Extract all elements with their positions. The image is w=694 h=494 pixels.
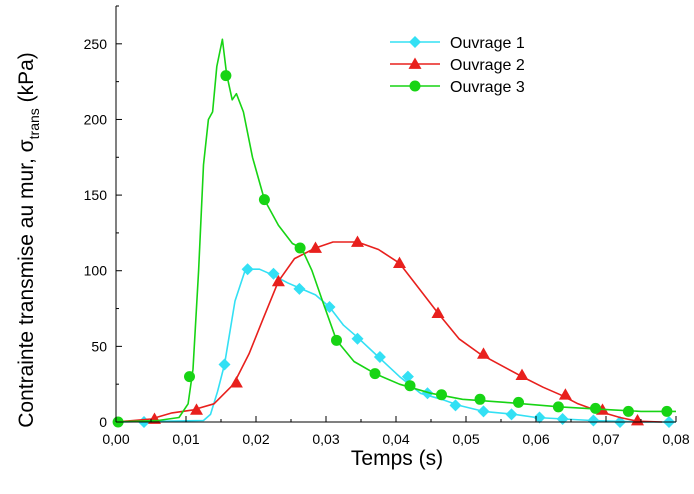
y-tick-label: 50 bbox=[91, 338, 107, 354]
data-point bbox=[505, 408, 518, 421]
data-point bbox=[293, 282, 306, 295]
data-point bbox=[622, 405, 634, 417]
data-point bbox=[331, 334, 342, 346]
data-point bbox=[294, 242, 306, 254]
legend-item: Ouvrage 3 bbox=[390, 79, 525, 96]
data-point bbox=[552, 401, 564, 413]
data-point bbox=[515, 368, 529, 380]
data-point bbox=[449, 399, 462, 412]
x-tick-label: 0,03 bbox=[312, 431, 339, 447]
y-tick-label: 200 bbox=[84, 111, 108, 127]
y-tick-label: 100 bbox=[84, 263, 108, 279]
data-point bbox=[661, 405, 673, 417]
x-tick-label: 0,01 bbox=[172, 431, 199, 447]
data-point bbox=[590, 402, 601, 414]
series-1 bbox=[115, 263, 676, 428]
series-layer bbox=[112, 38, 676, 428]
data-point bbox=[190, 403, 203, 415]
axes-layer: 0,00 0,01 0,02 0,03 0,04 0,05 0,06 0,07 0,08 0 50 1… bbox=[84, 5, 690, 447]
data-point bbox=[558, 388, 572, 400]
series-3 bbox=[112, 38, 676, 428]
data-point bbox=[351, 235, 364, 247]
data-point bbox=[393, 256, 406, 269]
series-line bbox=[115, 38, 676, 423]
x-tick-label: 0,04 bbox=[382, 431, 409, 447]
x-tick-label: 0,06 bbox=[522, 431, 549, 447]
data-point bbox=[401, 370, 414, 383]
legend-label: Ouvrage 2 bbox=[450, 57, 525, 74]
series-line bbox=[115, 268, 676, 423]
data-point bbox=[220, 70, 232, 82]
y-axis-title-main: Contrainte transmise au mur, σ bbox=[15, 139, 38, 427]
data-point bbox=[477, 405, 490, 418]
x-tick-label: 0,05 bbox=[452, 431, 479, 447]
data-point bbox=[431, 306, 445, 318]
data-point bbox=[404, 380, 416, 392]
y-tick-label: 250 bbox=[84, 36, 108, 52]
series-2 bbox=[115, 235, 663, 426]
data-point bbox=[184, 371, 195, 383]
data-point bbox=[474, 393, 486, 405]
x-tick-label: 0,00 bbox=[102, 431, 129, 447]
legend-marker bbox=[408, 57, 422, 69]
data-point bbox=[229, 376, 243, 388]
data-point bbox=[351, 332, 364, 345]
legend-marker bbox=[409, 80, 421, 92]
legend: Ouvrage 1 Ouvrage 2 Ouvrage 3 bbox=[390, 35, 525, 96]
y-tick-label: 0 bbox=[99, 414, 107, 430]
x-tick-label: 0,07 bbox=[592, 431, 619, 447]
legend-item: Ouvrage 1 bbox=[390, 35, 525, 52]
data-point bbox=[421, 387, 434, 400]
y-axis-title-subscript: trans bbox=[26, 108, 42, 139]
data-point bbox=[271, 274, 285, 287]
legend-label: Ouvrage 3 bbox=[450, 79, 525, 96]
y-tick-label: 150 bbox=[84, 187, 108, 203]
legend-label: Ouvrage 1 bbox=[450, 35, 525, 52]
data-point bbox=[369, 368, 381, 380]
data-point bbox=[258, 194, 270, 206]
y-axis-title-unit: (kPa) bbox=[15, 52, 38, 108]
data-point bbox=[241, 263, 254, 276]
data-point bbox=[556, 412, 569, 425]
x-axis-title: Temps (s) bbox=[351, 447, 443, 470]
data-point bbox=[267, 267, 280, 280]
data-point bbox=[631, 413, 644, 426]
data-point bbox=[587, 414, 600, 427]
data-point bbox=[373, 350, 386, 363]
x-tick-label: 0,08 bbox=[662, 431, 689, 447]
x-tick-label: 0,02 bbox=[242, 431, 269, 447]
y-axis-title: Contrainte transmise au mur, σtrans (kPa… bbox=[15, 52, 42, 428]
data-point bbox=[477, 347, 490, 359]
data-point bbox=[309, 241, 322, 253]
legend-marker bbox=[409, 36, 421, 48]
data-point bbox=[436, 389, 447, 401]
data-point bbox=[218, 358, 231, 371]
legend-item: Ouvrage 2 bbox=[390, 57, 525, 74]
data-point bbox=[513, 396, 524, 408]
